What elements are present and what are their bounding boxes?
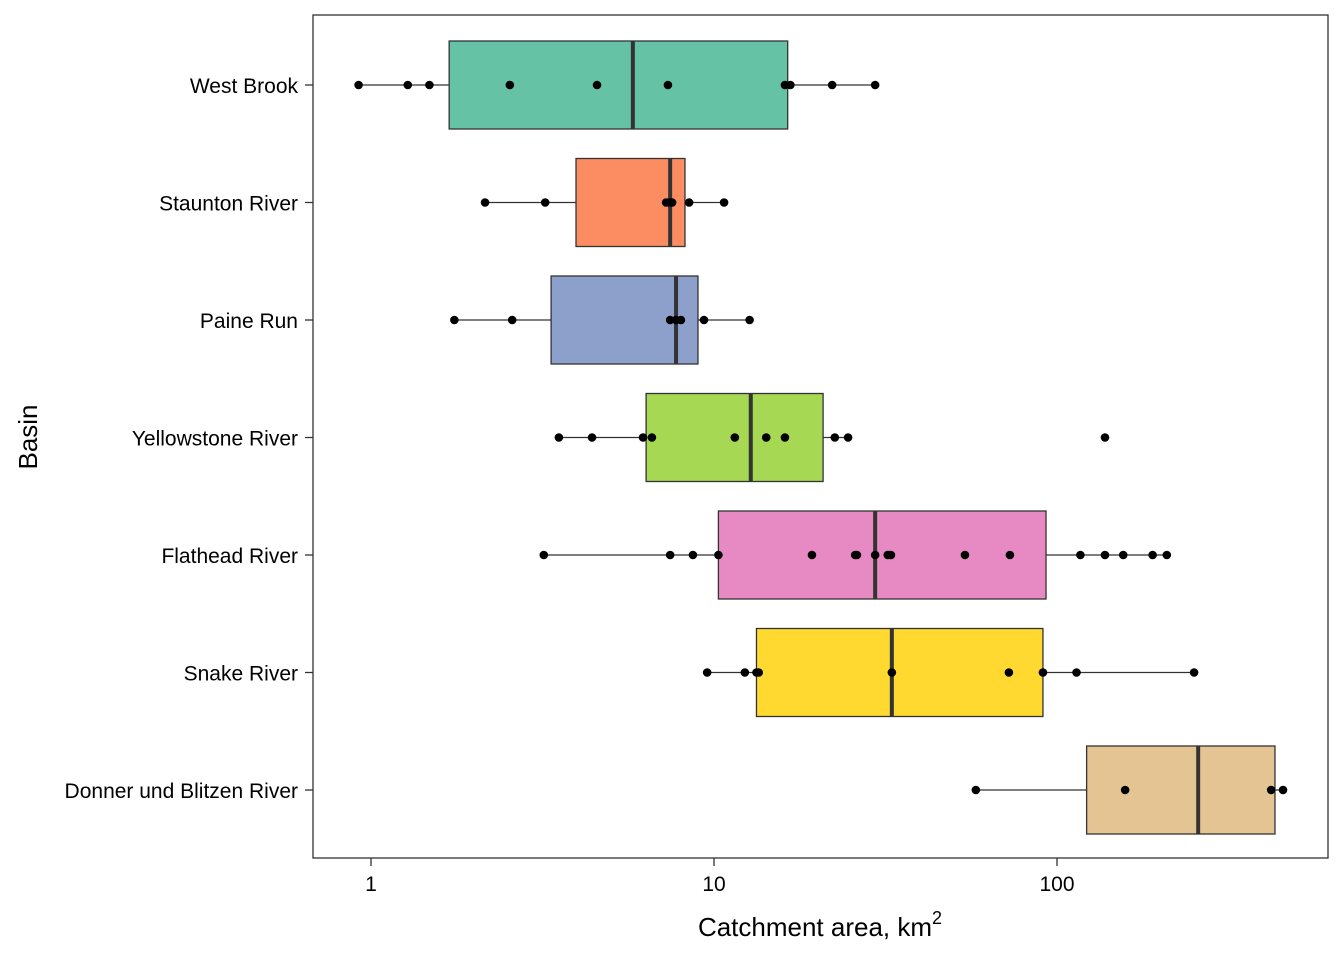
data-point xyxy=(886,550,896,560)
data-point xyxy=(960,550,970,560)
data-point xyxy=(887,668,897,677)
data-point xyxy=(740,668,750,677)
data-point xyxy=(761,433,771,442)
x-tick-label: 10 xyxy=(702,873,725,896)
box xyxy=(448,40,789,130)
data-point xyxy=(745,315,754,325)
data-point xyxy=(1004,668,1014,677)
data-point xyxy=(870,80,880,90)
box-group xyxy=(539,510,1172,600)
data-point xyxy=(1100,550,1110,560)
box-group xyxy=(450,275,754,365)
data-point xyxy=(354,80,363,90)
data-point xyxy=(688,550,698,560)
data-point xyxy=(684,198,694,207)
data-point xyxy=(665,315,675,325)
data-point xyxy=(450,315,459,325)
y-tick-label: Flathead River xyxy=(161,545,298,568)
data-point xyxy=(714,550,723,560)
data-point xyxy=(830,433,840,442)
data-point xyxy=(638,433,648,442)
data-point xyxy=(843,433,853,442)
data-point xyxy=(425,80,434,90)
x-tick-label: 100 xyxy=(1039,873,1074,896)
box-group xyxy=(480,157,729,248)
y-tick-label: Staunton River xyxy=(159,193,298,216)
data-point xyxy=(540,198,550,207)
data-point xyxy=(1100,433,1110,442)
data-point xyxy=(1038,668,1048,677)
data-point xyxy=(1076,550,1085,560)
data-point xyxy=(1118,550,1128,560)
box xyxy=(755,627,1044,718)
box-group xyxy=(971,745,1288,835)
y-tick-label: Snake River xyxy=(184,663,298,686)
box xyxy=(1085,745,1276,835)
data-point xyxy=(1189,668,1199,677)
data-point xyxy=(699,315,709,325)
y-tick-label: Yellowstone River xyxy=(132,428,298,451)
data-point xyxy=(702,668,712,677)
data-point xyxy=(667,198,677,207)
data-point xyxy=(1005,550,1015,560)
data-point xyxy=(663,80,673,90)
data-point xyxy=(676,315,686,325)
data-point xyxy=(1120,785,1130,795)
data-point xyxy=(1278,785,1288,795)
box xyxy=(717,510,1047,600)
data-point xyxy=(554,433,564,442)
data-point xyxy=(539,550,549,560)
data-point xyxy=(403,80,413,90)
data-point xyxy=(665,550,675,560)
data-point xyxy=(647,433,657,442)
data-point xyxy=(786,80,795,90)
data-point xyxy=(507,315,517,325)
y-tick-label: Donner und Blitzen River xyxy=(65,780,298,803)
data-point xyxy=(505,80,515,90)
x-axis-title: Catchment area, km2 xyxy=(698,908,942,942)
box-group xyxy=(702,627,1199,718)
x-tick-label: 1 xyxy=(365,873,377,896)
data-point xyxy=(827,80,837,90)
box-group xyxy=(554,392,1110,483)
data-point xyxy=(1162,550,1172,560)
y-tick-label: Paine Run xyxy=(200,310,298,333)
data-point xyxy=(754,668,764,677)
box-group xyxy=(354,40,880,130)
y-axis-title: Basin xyxy=(13,404,43,469)
data-point xyxy=(592,80,602,90)
data-point xyxy=(780,433,790,442)
data-point xyxy=(587,433,597,442)
data-point xyxy=(870,550,880,560)
data-point xyxy=(852,550,862,560)
data-point xyxy=(480,198,490,207)
data-point xyxy=(1072,668,1081,677)
data-point xyxy=(1148,550,1157,560)
data-point xyxy=(971,785,981,795)
data-point xyxy=(807,550,817,560)
data-point xyxy=(730,433,740,442)
y-tick-label: West Brook xyxy=(190,75,299,98)
data-point xyxy=(719,198,729,207)
data-point xyxy=(1266,785,1276,795)
